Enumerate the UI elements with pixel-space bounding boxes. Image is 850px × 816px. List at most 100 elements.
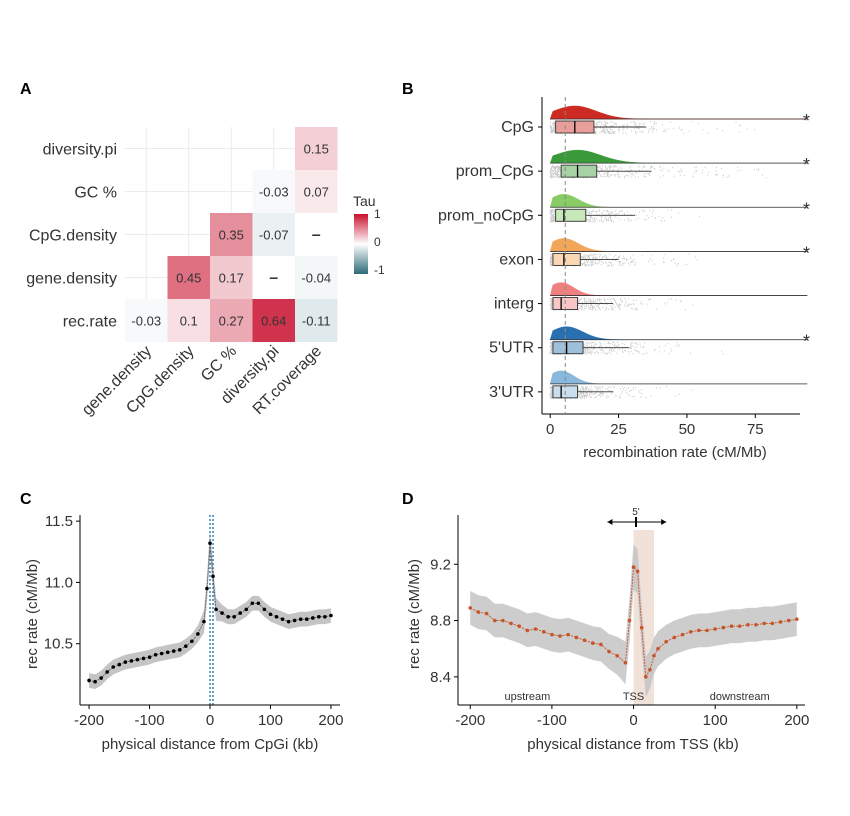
data-point: [304, 617, 309, 621]
density-curve: [549, 238, 808, 252]
y-tick-label: 9.2: [430, 556, 451, 573]
panel-b-xlabel: recombination rate (cM/Mb): [583, 444, 766, 461]
panel-b-letter: B: [402, 81, 414, 98]
annotation-upstream: upstream: [504, 691, 550, 703]
direction-arrowhead-right: [661, 519, 667, 525]
heatmap-cell: [252, 170, 295, 213]
cell-value-label: 0.27: [219, 314, 244, 329]
heatmap-cell: [210, 299, 253, 342]
cell-value-label: 0.64: [261, 314, 286, 329]
data-point: [262, 607, 267, 612]
annotation-downstream: downstream: [710, 691, 770, 703]
legend-tick-label: -1: [374, 263, 385, 277]
data-point: [165, 650, 170, 655]
significance-star: *: [803, 332, 810, 352]
row-label: GC %: [74, 185, 117, 202]
y-tick-label: 11.5: [45, 513, 73, 530]
box: [552, 341, 584, 355]
data-point: [643, 675, 648, 679]
data-point: [177, 648, 182, 652]
heatmap-cell: [252, 299, 295, 342]
data-point: [476, 610, 481, 614]
category-label: prom_CpG: [456, 163, 534, 180]
data-point: [525, 628, 530, 633]
data-point: [590, 641, 595, 645]
significance-star: *: [803, 111, 810, 131]
category-label: prom_noCpG: [438, 207, 534, 224]
data-point: [105, 670, 110, 674]
data-point: [509, 621, 513, 626]
heatmap-cell: [295, 127, 338, 170]
data-point: [492, 618, 497, 623]
data-point: [729, 624, 734, 628]
heatmap-cell: [295, 170, 338, 213]
data-point: [672, 635, 677, 640]
category-label: exon: [499, 251, 534, 268]
data-point: [129, 659, 134, 663]
density-curve: [549, 105, 808, 120]
data-point: [533, 627, 538, 631]
data-point: [737, 624, 742, 628]
cell-value-label: 0.45: [176, 271, 201, 286]
data-point: [721, 625, 726, 630]
data-point: [238, 611, 243, 615]
row-label: rec.rate: [63, 314, 117, 331]
x-tick-label: 50: [679, 421, 696, 438]
density-curve: [549, 370, 808, 385]
significance-star: *: [803, 243, 810, 263]
cell-value-label: 0.1: [180, 314, 198, 329]
data-point: [141, 656, 146, 661]
heatmap-cell: [167, 256, 210, 299]
annotation-5prime: 5': [632, 507, 640, 518]
data-point: [153, 652, 158, 657]
data-point: [484, 611, 489, 616]
cell-value-label: -0.03: [259, 185, 289, 200]
data-point: [211, 574, 215, 579]
data-point: [99, 676, 103, 680]
cell-value-label: -0.07: [259, 228, 289, 243]
x-tick-label: 0: [629, 712, 637, 729]
density-curve: [549, 326, 808, 340]
data-point: [280, 617, 285, 621]
heatmap-cell: [295, 299, 338, 342]
x-tick-label: -200: [74, 712, 104, 729]
heatmap-cell: [210, 213, 253, 256]
confidence-ribbon: [89, 529, 331, 690]
panel-d-xlabel: physical distance from TSS (kb): [527, 736, 738, 753]
data-point: [123, 660, 128, 664]
density-curve: [549, 194, 808, 208]
data-point: [220, 611, 224, 615]
x-tick-label: 200: [318, 712, 343, 729]
data-point: [135, 657, 140, 662]
cell-value-label: 0.15: [304, 142, 329, 157]
cell-value-label: -0.03: [131, 314, 161, 329]
x-tick-label: 100: [703, 712, 728, 729]
data-point: [214, 607, 218, 612]
cell-value-label: -0.11: [302, 314, 331, 329]
data-point: [117, 662, 122, 667]
panel-c-line: -200 -100 0 100 200 10.5 11.0 11.5: [44, 513, 344, 729]
data-point: [746, 622, 750, 627]
data-point: [680, 632, 685, 637]
y-tick-label: 8.8: [430, 613, 451, 630]
data-point: [517, 624, 522, 628]
x-tick-label: 100: [258, 712, 283, 729]
data-point: [171, 649, 176, 653]
data-point: [713, 627, 717, 631]
data-point: [566, 632, 571, 637]
data-point: [599, 642, 603, 647]
data-point: [202, 619, 206, 624]
data-point: [635, 569, 640, 574]
data-point: [298, 617, 303, 621]
category-label: 3'UTR: [489, 384, 534, 401]
data-point: [468, 606, 473, 610]
data-point: [639, 625, 644, 630]
box: [560, 164, 598, 178]
panel-a-heatmap: 0.15 -0.03 0.07 0.35 -0.07 – 0.45 0.17 – -0.04 -0.…: [26, 127, 385, 419]
data-point: [582, 638, 587, 643]
data-point: [159, 651, 164, 656]
data-point: [648, 668, 652, 672]
heatmap-cell: [295, 256, 338, 299]
data-point: [323, 614, 327, 619]
data-point: [329, 613, 333, 618]
